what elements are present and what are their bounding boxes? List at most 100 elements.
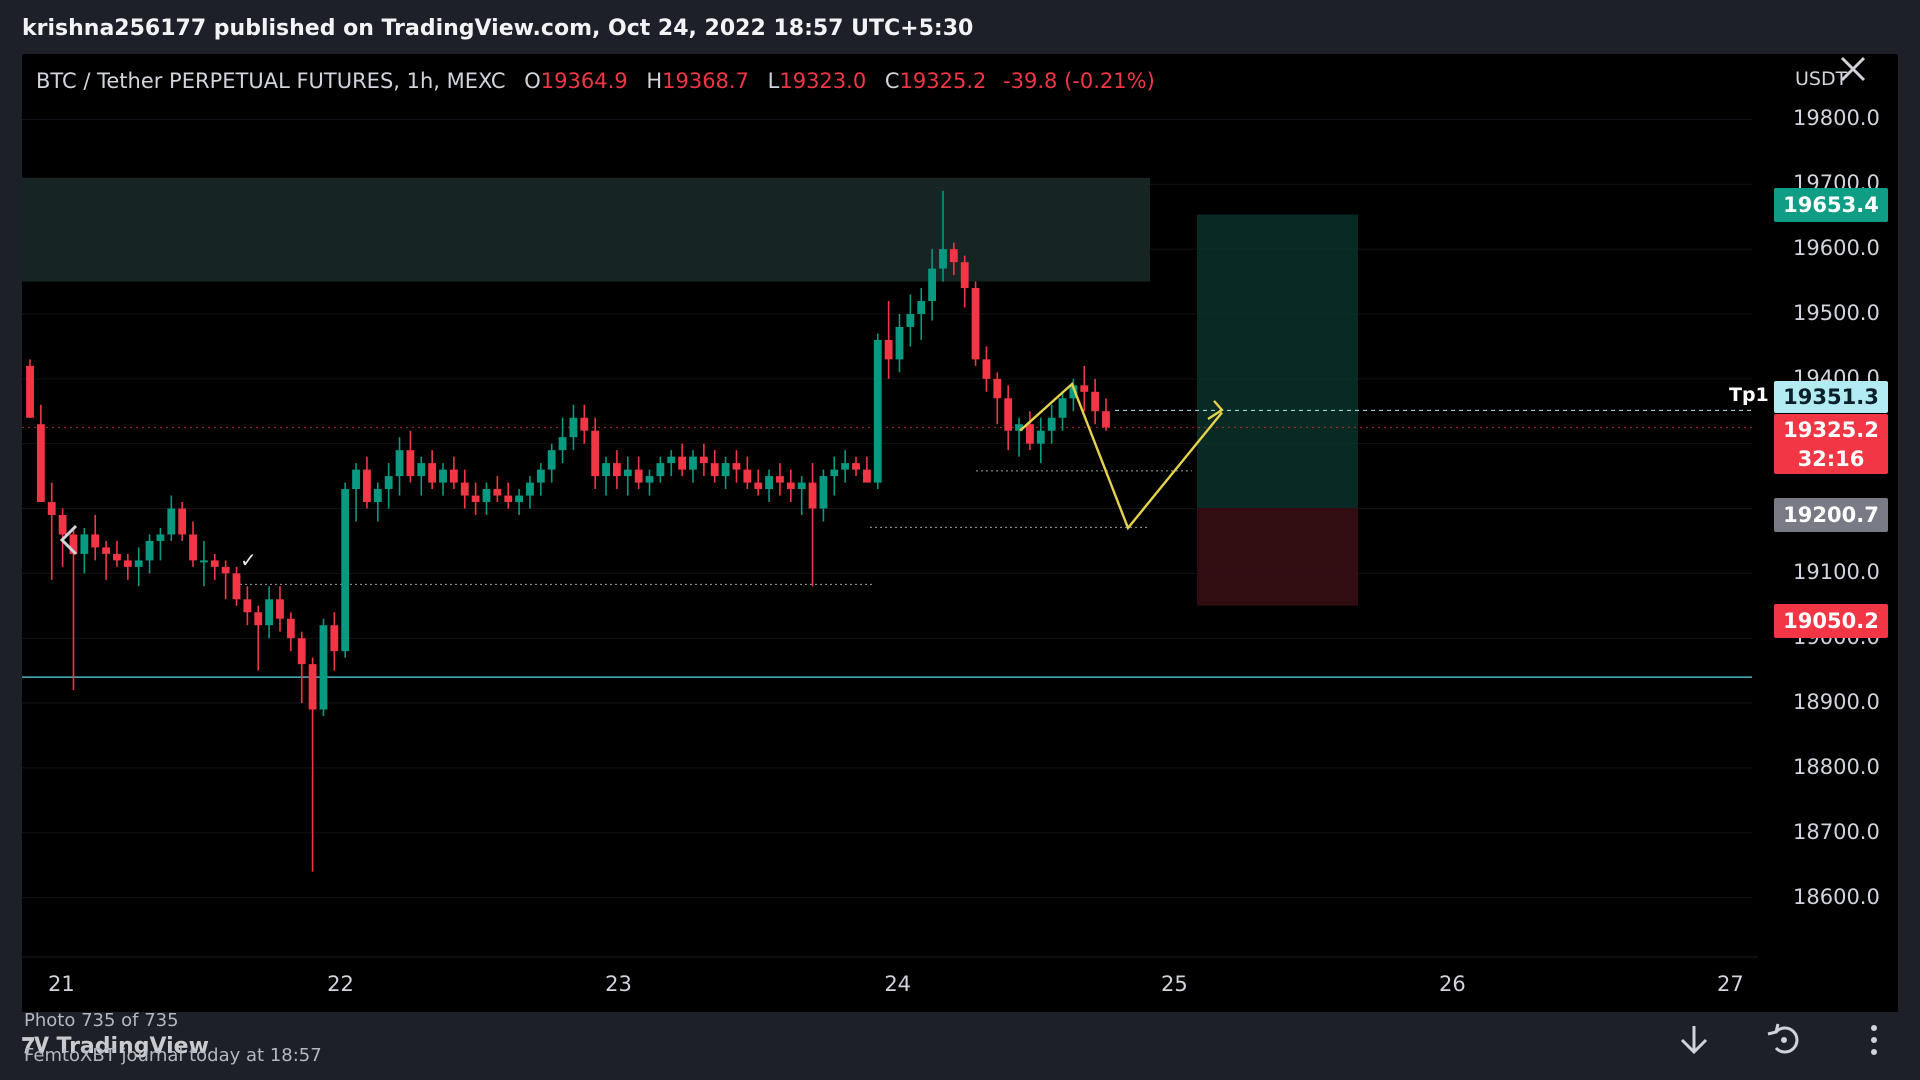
publish-header: krishna256177 published on TradingView.c… xyxy=(22,16,974,41)
projection-path xyxy=(1019,381,1223,531)
price-axis-label: 18800.0 xyxy=(1793,754,1880,779)
candle-body xyxy=(699,456,708,464)
candle-body xyxy=(819,476,828,509)
candle-body xyxy=(906,313,915,327)
candle-body xyxy=(1036,430,1045,444)
sender-line: FemtoXBT journal today at 18:57 xyxy=(24,1045,322,1066)
candle-body xyxy=(667,456,676,464)
high-value: 19368.7 xyxy=(662,69,749,93)
currency-label: USDT xyxy=(1795,68,1848,90)
candle-body xyxy=(580,417,589,431)
close-icon[interactable] xyxy=(1836,52,1870,86)
candle-body xyxy=(47,502,56,515)
last-price-tag: 19325.2 32:16 xyxy=(1774,414,1888,474)
close-label: C xyxy=(884,69,900,93)
candle-body xyxy=(721,463,730,477)
candle-body xyxy=(36,424,45,503)
chart-frame[interactable]: ✓ xyxy=(22,54,1898,1012)
candle-body xyxy=(428,463,437,483)
stop-loss-zone xyxy=(1197,508,1358,606)
candle-body xyxy=(1069,385,1078,399)
candle-body xyxy=(841,463,850,470)
candle-body xyxy=(482,489,491,503)
candlestick-chart: ✓ xyxy=(22,54,1898,1012)
tradingview-logo: 𝟕𝐕 TradingView xyxy=(22,1034,209,1059)
candle-body xyxy=(243,599,252,613)
share-icon[interactable] xyxy=(1762,1018,1806,1062)
date-axis-label: 26 xyxy=(1439,972,1466,996)
candle-body xyxy=(167,508,176,535)
change-value: -39.8 (-0.21%) xyxy=(1003,69,1155,93)
projection-arrowhead xyxy=(1207,400,1224,421)
date-axis-label: 25 xyxy=(1161,972,1188,996)
candle-body xyxy=(156,534,165,541)
candle-body xyxy=(189,534,197,561)
candle-body xyxy=(786,482,795,490)
candle-body xyxy=(69,534,78,554)
candle-body xyxy=(297,638,306,665)
open-label: O xyxy=(524,69,541,93)
candle-body xyxy=(928,268,937,302)
close-value: 19325.2 xyxy=(899,69,987,93)
candle-body xyxy=(808,482,817,509)
candle-body xyxy=(319,625,328,710)
candle-body xyxy=(939,249,947,269)
candle-body xyxy=(895,326,904,360)
candle-body xyxy=(678,456,687,470)
candle-body xyxy=(960,262,969,289)
candle-body xyxy=(341,489,350,652)
candle-body xyxy=(1015,424,1023,431)
candle-body xyxy=(1047,417,1056,431)
tp1-price-tag: 19351.3 xyxy=(1774,381,1888,413)
chevron-left-icon[interactable] xyxy=(54,520,84,560)
candle-body xyxy=(178,508,187,535)
candle-body xyxy=(1026,424,1034,444)
candle-body xyxy=(971,288,980,360)
candle-body xyxy=(797,482,806,490)
tp1-label: Tp1 xyxy=(1729,384,1769,406)
last-price: 19325.2 xyxy=(1783,418,1879,442)
candle-body xyxy=(504,495,513,503)
symbol-name: BTC / Tether PERPETUAL FUTURES, 1h, MEXC xyxy=(36,69,506,93)
entry-price-tag: 19200.7 xyxy=(1774,498,1888,532)
low-value: 19323.0 xyxy=(779,69,867,93)
candle-body xyxy=(58,515,67,535)
candle-body xyxy=(558,437,567,451)
candle-countdown: 32:16 xyxy=(1797,447,1865,471)
candle-body xyxy=(221,566,230,574)
candle-body xyxy=(710,463,719,477)
candle-body xyxy=(439,469,447,483)
date-axis-label: 27 xyxy=(1716,972,1744,996)
candle-body xyxy=(634,469,643,483)
candle-body xyxy=(308,664,317,710)
take-profit-zone xyxy=(1197,214,1358,509)
candle-body xyxy=(536,469,545,483)
date-axis-label: 23 xyxy=(605,972,632,996)
stop-loss-price-tag: 19050.2 xyxy=(1774,604,1888,638)
candle-body xyxy=(406,450,415,477)
candle-body xyxy=(645,476,654,483)
candle-body xyxy=(993,378,1002,399)
candle-body xyxy=(612,463,621,477)
candle-body xyxy=(1080,385,1089,392)
candle-body xyxy=(743,469,752,483)
more-icon[interactable] xyxy=(1852,1018,1896,1062)
candle-body xyxy=(862,469,871,483)
candle-body xyxy=(873,339,882,483)
candle-body xyxy=(449,469,458,483)
candle-body xyxy=(286,618,295,639)
candle-body xyxy=(917,301,926,314)
candle-body xyxy=(884,339,893,360)
price-axis-label: 19500.0 xyxy=(1793,300,1880,325)
candle-body xyxy=(123,560,132,567)
candle-body xyxy=(352,469,360,490)
candle-body xyxy=(395,450,404,477)
photo-counter: Photo 735 of 735 xyxy=(24,1010,179,1031)
candle-body xyxy=(493,489,502,496)
candle-body xyxy=(91,534,100,548)
candle-body xyxy=(689,456,697,470)
candle-body xyxy=(276,599,284,619)
candle-body xyxy=(656,463,665,477)
download-icon[interactable] xyxy=(1672,1018,1716,1062)
candle-body xyxy=(1091,391,1100,412)
